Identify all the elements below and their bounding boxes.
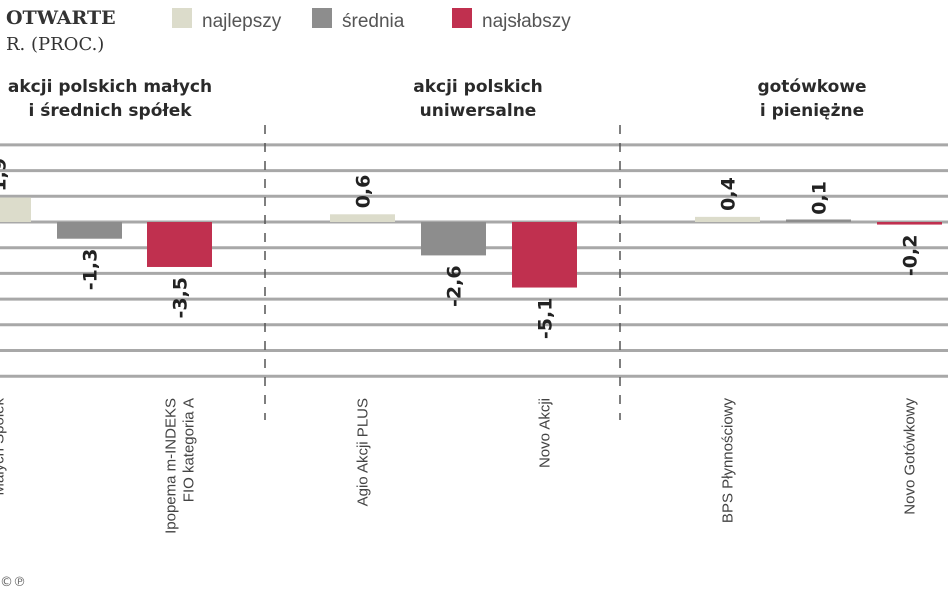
group-title: uniwersalne	[420, 101, 537, 121]
category-label: Novo Akcji	[537, 398, 554, 468]
chart-title: OTWARTE	[6, 7, 116, 29]
legend-label: średnia	[342, 11, 405, 32]
category-label: Ipopema m-INDEKS	[163, 398, 180, 534]
group-title: gotówkowe	[757, 77, 866, 97]
gridlines	[0, 143, 948, 378]
legend-label: najlepszy	[202, 11, 282, 32]
category-label: Agio Akcji PLUS	[355, 398, 372, 506]
bar	[147, 222, 212, 267]
bar	[330, 214, 395, 222]
legend-swatch	[312, 8, 332, 28]
data-label: -2,6	[444, 265, 466, 307]
bar	[695, 216, 760, 222]
group-title: i pieniężne	[760, 101, 864, 121]
group-title: akcji polskich	[413, 77, 543, 97]
data-label: 0,4	[718, 177, 740, 211]
bar	[57, 222, 122, 239]
bar-group: gotówkowe i pieniężne 0,4 BPS Płynnościowy 0…	[695, 77, 942, 523]
group-title: akcji polskich małych	[8, 77, 212, 97]
data-label: -5,1	[535, 298, 557, 340]
legend-label: najsłabszy	[482, 11, 571, 32]
bar-groups: akcji polskich małych i średnich spółek 1,…	[0, 77, 942, 534]
bar	[421, 222, 486, 256]
group-title: i średnich spółek	[28, 101, 192, 121]
bar-group: akcji polskich małych i średnich spółek 1,…	[0, 77, 212, 534]
legend-swatch	[452, 8, 472, 28]
category-label: Novo Gotówkowy	[902, 398, 919, 515]
bar	[512, 222, 577, 288]
bar-group: akcji polskich uniwersalne 0,6 Agio Akcji P…	[330, 77, 577, 506]
data-label: 0,6	[353, 175, 375, 209]
data-label: -0,2	[900, 235, 922, 277]
data-label: 1,9	[0, 158, 11, 192]
group-dividers	[264, 125, 621, 420]
bar	[786, 219, 851, 222]
chart-subtitle: R. (PROC.)	[6, 34, 104, 55]
legend-swatch	[172, 8, 192, 28]
bar	[877, 222, 942, 225]
category-label: Małych Spółek	[0, 398, 8, 496]
category-label: BPS Płynnościowy	[720, 398, 737, 524]
data-label: -1,3	[80, 249, 102, 291]
category-label: FIO kategoria A	[181, 398, 198, 502]
footnote: ©℗	[0, 575, 26, 590]
data-label: 0,1	[809, 181, 831, 215]
data-label: -3,5	[170, 277, 192, 319]
bar	[0, 197, 31, 222]
legend: najlepszy średnia najsłabszy	[172, 8, 571, 32]
